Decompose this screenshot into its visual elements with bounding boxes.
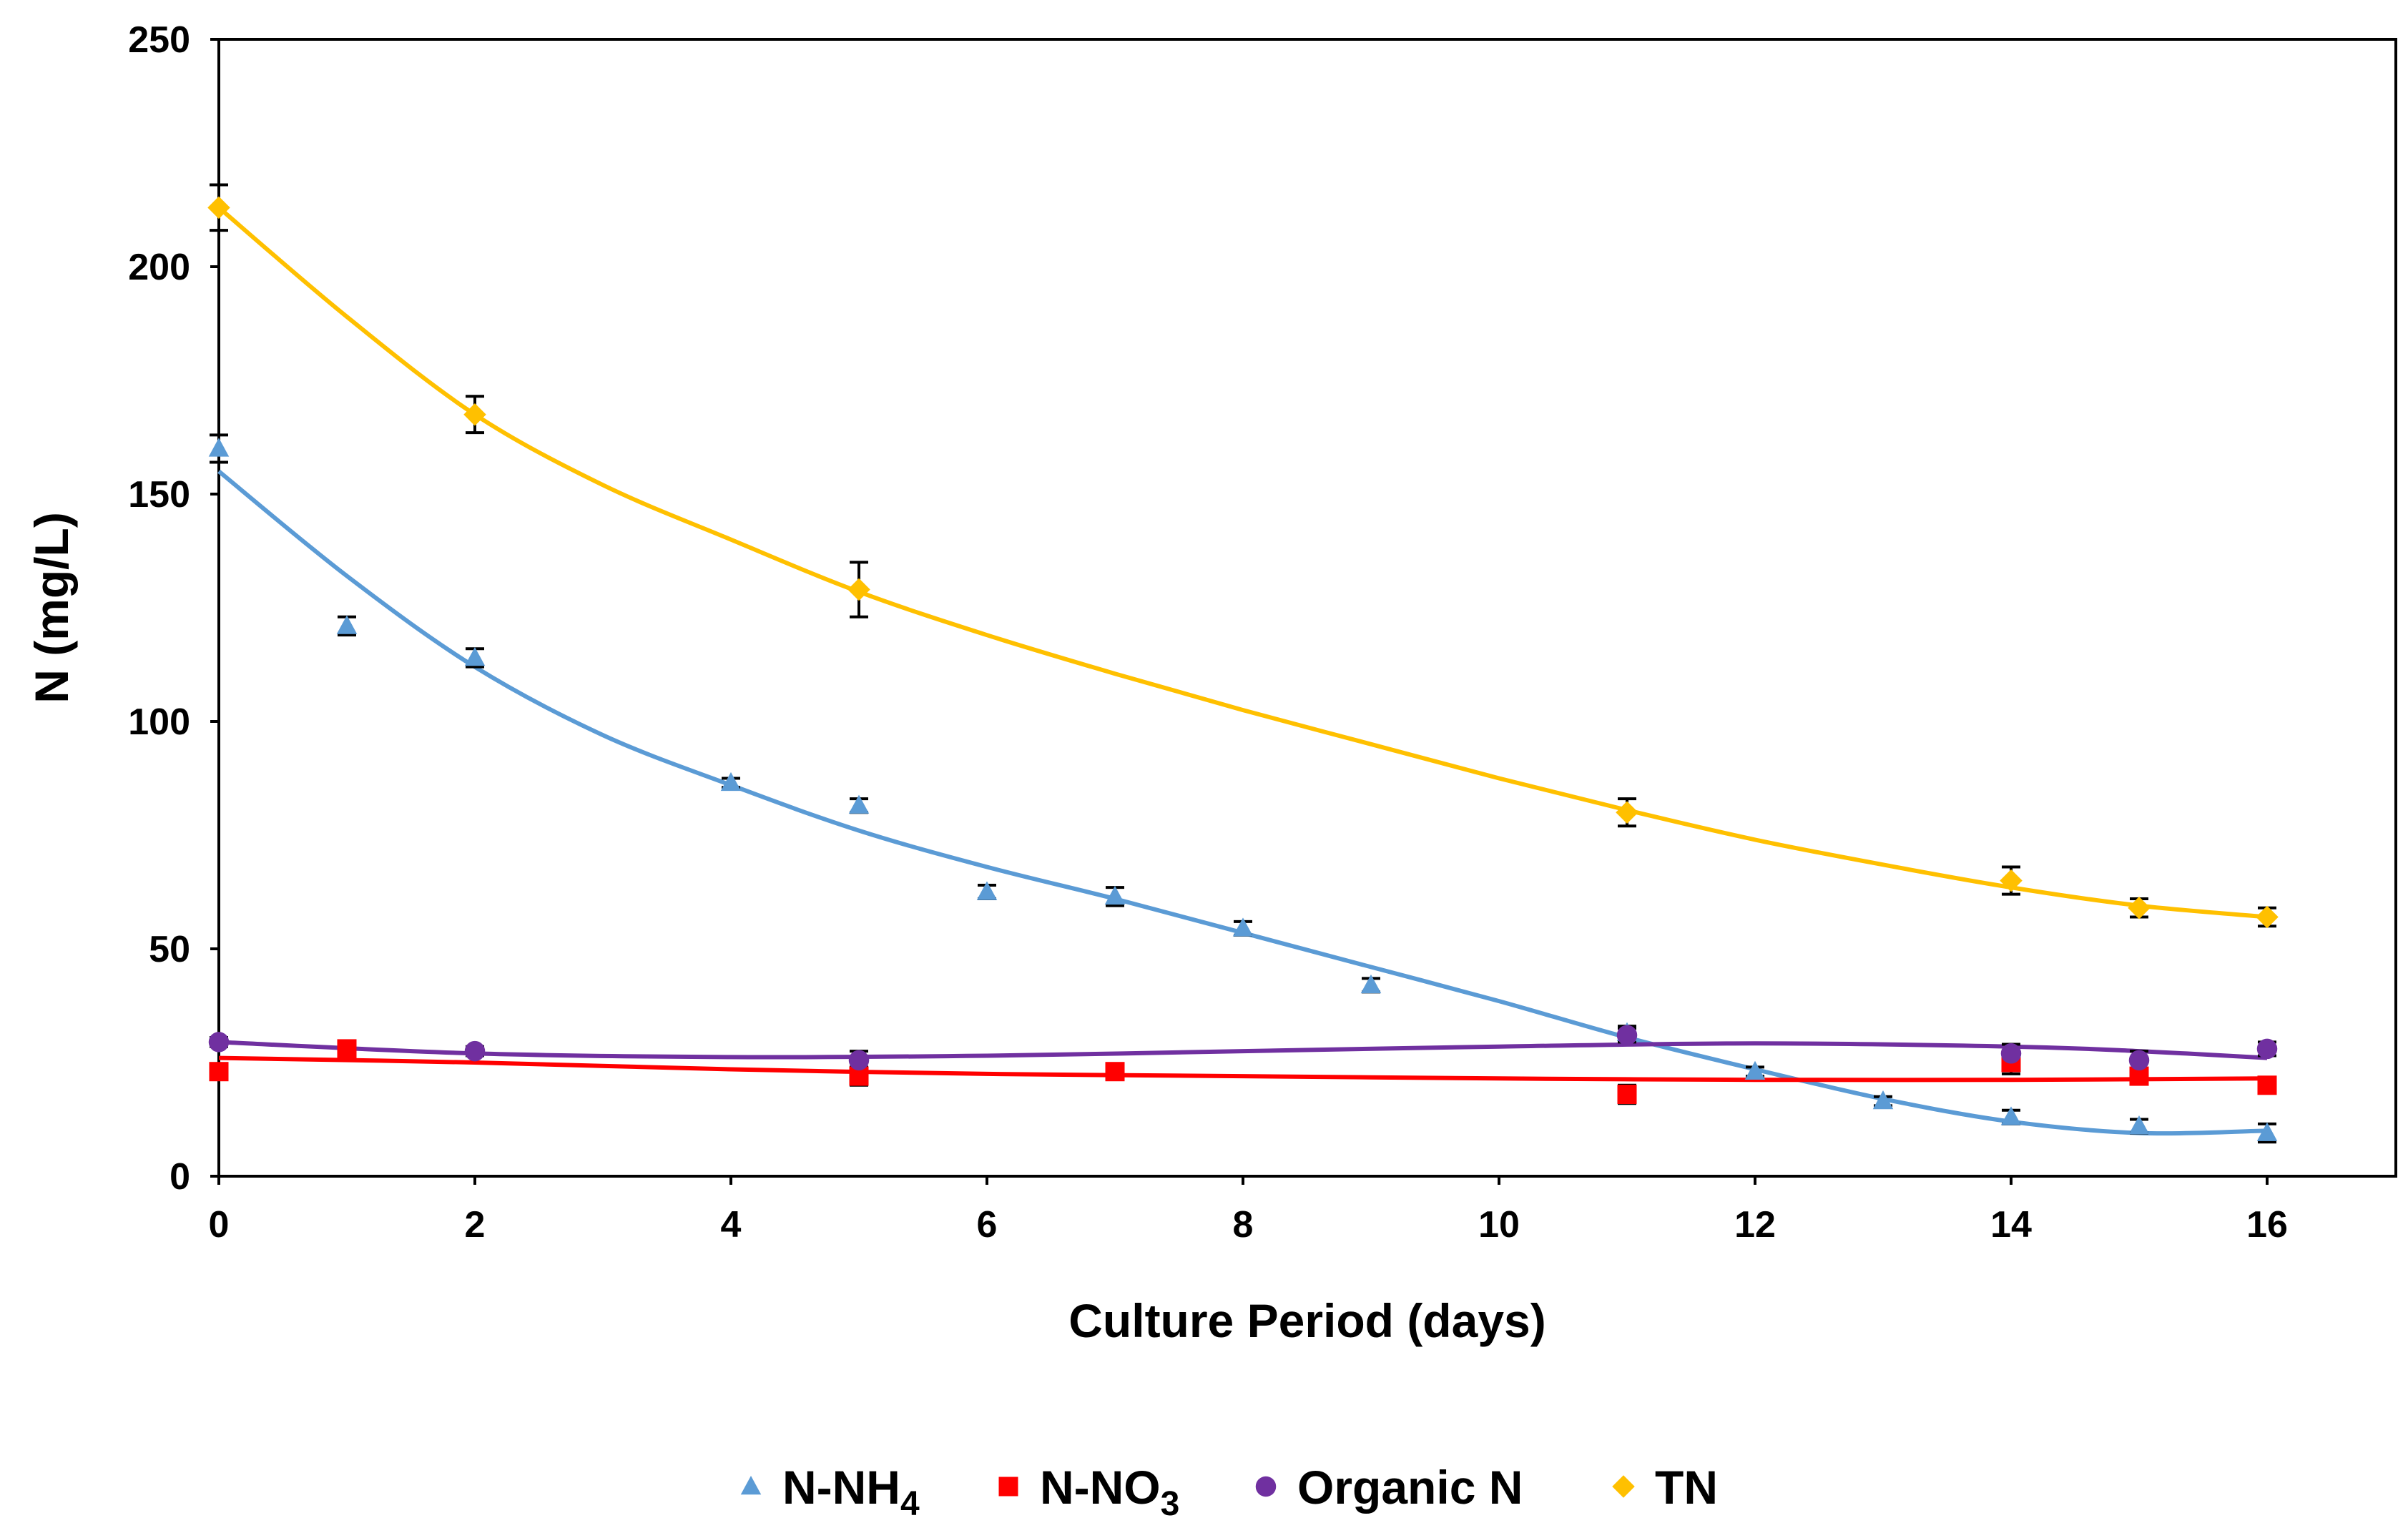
data-point-organic-n: [848, 1050, 870, 1071]
y-tick-label: 150: [128, 474, 190, 516]
x-tick-label: 0: [209, 1204, 230, 1246]
data-point-n-no: [1617, 1085, 1637, 1105]
data-point-organic-n: [2128, 1050, 2150, 1071]
data-point-n-nh: [848, 794, 870, 814]
y-axis-title: N (mg/L): [25, 512, 78, 704]
data-point-n-nh: [1232, 917, 1254, 937]
y-axis-ticks: 0 50 100 150 200 250: [128, 19, 219, 1198]
x-tick-label: 6: [977, 1204, 998, 1246]
data-point-n-nh: [2000, 1106, 2022, 1125]
data-point-n-no: [337, 1039, 357, 1059]
error-bars: [210, 183, 2276, 1144]
legend-label-n-nh: N-NH4: [782, 1461, 920, 1523]
trendline-n-nh: [217, 469, 2268, 1136]
data-point-tn: [207, 196, 230, 220]
x-tick-label: 4: [721, 1204, 742, 1246]
x-tick-label: 12: [1734, 1204, 1776, 1246]
x-axis-title: Culture Period (days): [1068, 1294, 1545, 1347]
data-point-n-nh: [2128, 1115, 2150, 1135]
legend-marker-tn: [1612, 1475, 1635, 1498]
legend-marker-n-no: [998, 1477, 1018, 1497]
y-tick-label: 100: [128, 701, 190, 743]
data-point-n-nh: [1104, 885, 1126, 905]
data-point-tn: [847, 578, 870, 601]
data-point-n-no: [1105, 1062, 1125, 1082]
legend-label-n-no: N-NO3: [1040, 1461, 1179, 1523]
legend: N-NH4 N-NO3 Organic N TN: [740, 1461, 1718, 1523]
data-point-n-nh: [1360, 974, 1382, 994]
legend-item-organic-n: Organic N: [1255, 1461, 1523, 1514]
legend-marker-organic-n: [1255, 1476, 1277, 1497]
data-point-organic-n: [464, 1040, 486, 1062]
legend-marker-n-nh: [740, 1476, 762, 1495]
data-point-n-nh: [464, 646, 486, 666]
data-point-tn: [2128, 897, 2151, 920]
data-point-n-nh: [336, 615, 358, 634]
data-point-tn: [2256, 905, 2279, 929]
y-tick-label: 200: [128, 247, 190, 288]
data-point-tn: [2000, 869, 2023, 892]
data-point-tn: [463, 403, 486, 426]
x-tick-label: 2: [465, 1204, 486, 1246]
y-tick-label: 0: [169, 1156, 190, 1198]
y-tick-label: 250: [128, 19, 190, 61]
legend-item-n-nh: N-NH4: [740, 1461, 920, 1523]
plot-area-frame: [217, 38, 2397, 1178]
data-point-n-no: [2257, 1075, 2277, 1095]
data-point-n-nh: [720, 772, 742, 792]
data-point-n-nh: [1872, 1090, 1894, 1110]
data-point-organic-n: [1616, 1025, 1638, 1046]
data-point-n-nh: [208, 438, 230, 457]
data-point-n-no: [209, 1062, 229, 1082]
trendline-n-no: [218, 1055, 2268, 1083]
trendlines: [217, 206, 2268, 1136]
x-tick-label: 8: [1233, 1204, 1254, 1246]
data-point-organic-n: [2000, 1043, 2022, 1064]
legend-label-tn: TN: [1655, 1461, 1718, 1514]
data-point-n-nh: [1744, 1060, 1766, 1080]
x-tick-label: 16: [2246, 1204, 2288, 1246]
data-point-organic-n: [2256, 1038, 2278, 1060]
trendline-tn: [217, 206, 2268, 920]
data-point-n-nh: [2256, 1122, 2278, 1141]
x-tick-label: 14: [1990, 1204, 2032, 1246]
x-axis-ticks: 0 2 4 6 8 10 12 14 16: [209, 1176, 2288, 1246]
data-point-n-nh: [976, 881, 998, 900]
data-point-tn: [1616, 801, 1638, 824]
data-markers: [207, 196, 2279, 1141]
y-tick-label: 50: [149, 929, 190, 970]
legend-item-n-no: N-NO3: [998, 1461, 1179, 1523]
x-tick-label: 10: [1478, 1204, 1520, 1246]
legend-item-tn: TN: [1612, 1461, 1718, 1514]
trendline-organic-n: [218, 1040, 2268, 1060]
legend-label-organic-n: Organic N: [1297, 1461, 1523, 1514]
data-point-organic-n: [208, 1032, 230, 1053]
